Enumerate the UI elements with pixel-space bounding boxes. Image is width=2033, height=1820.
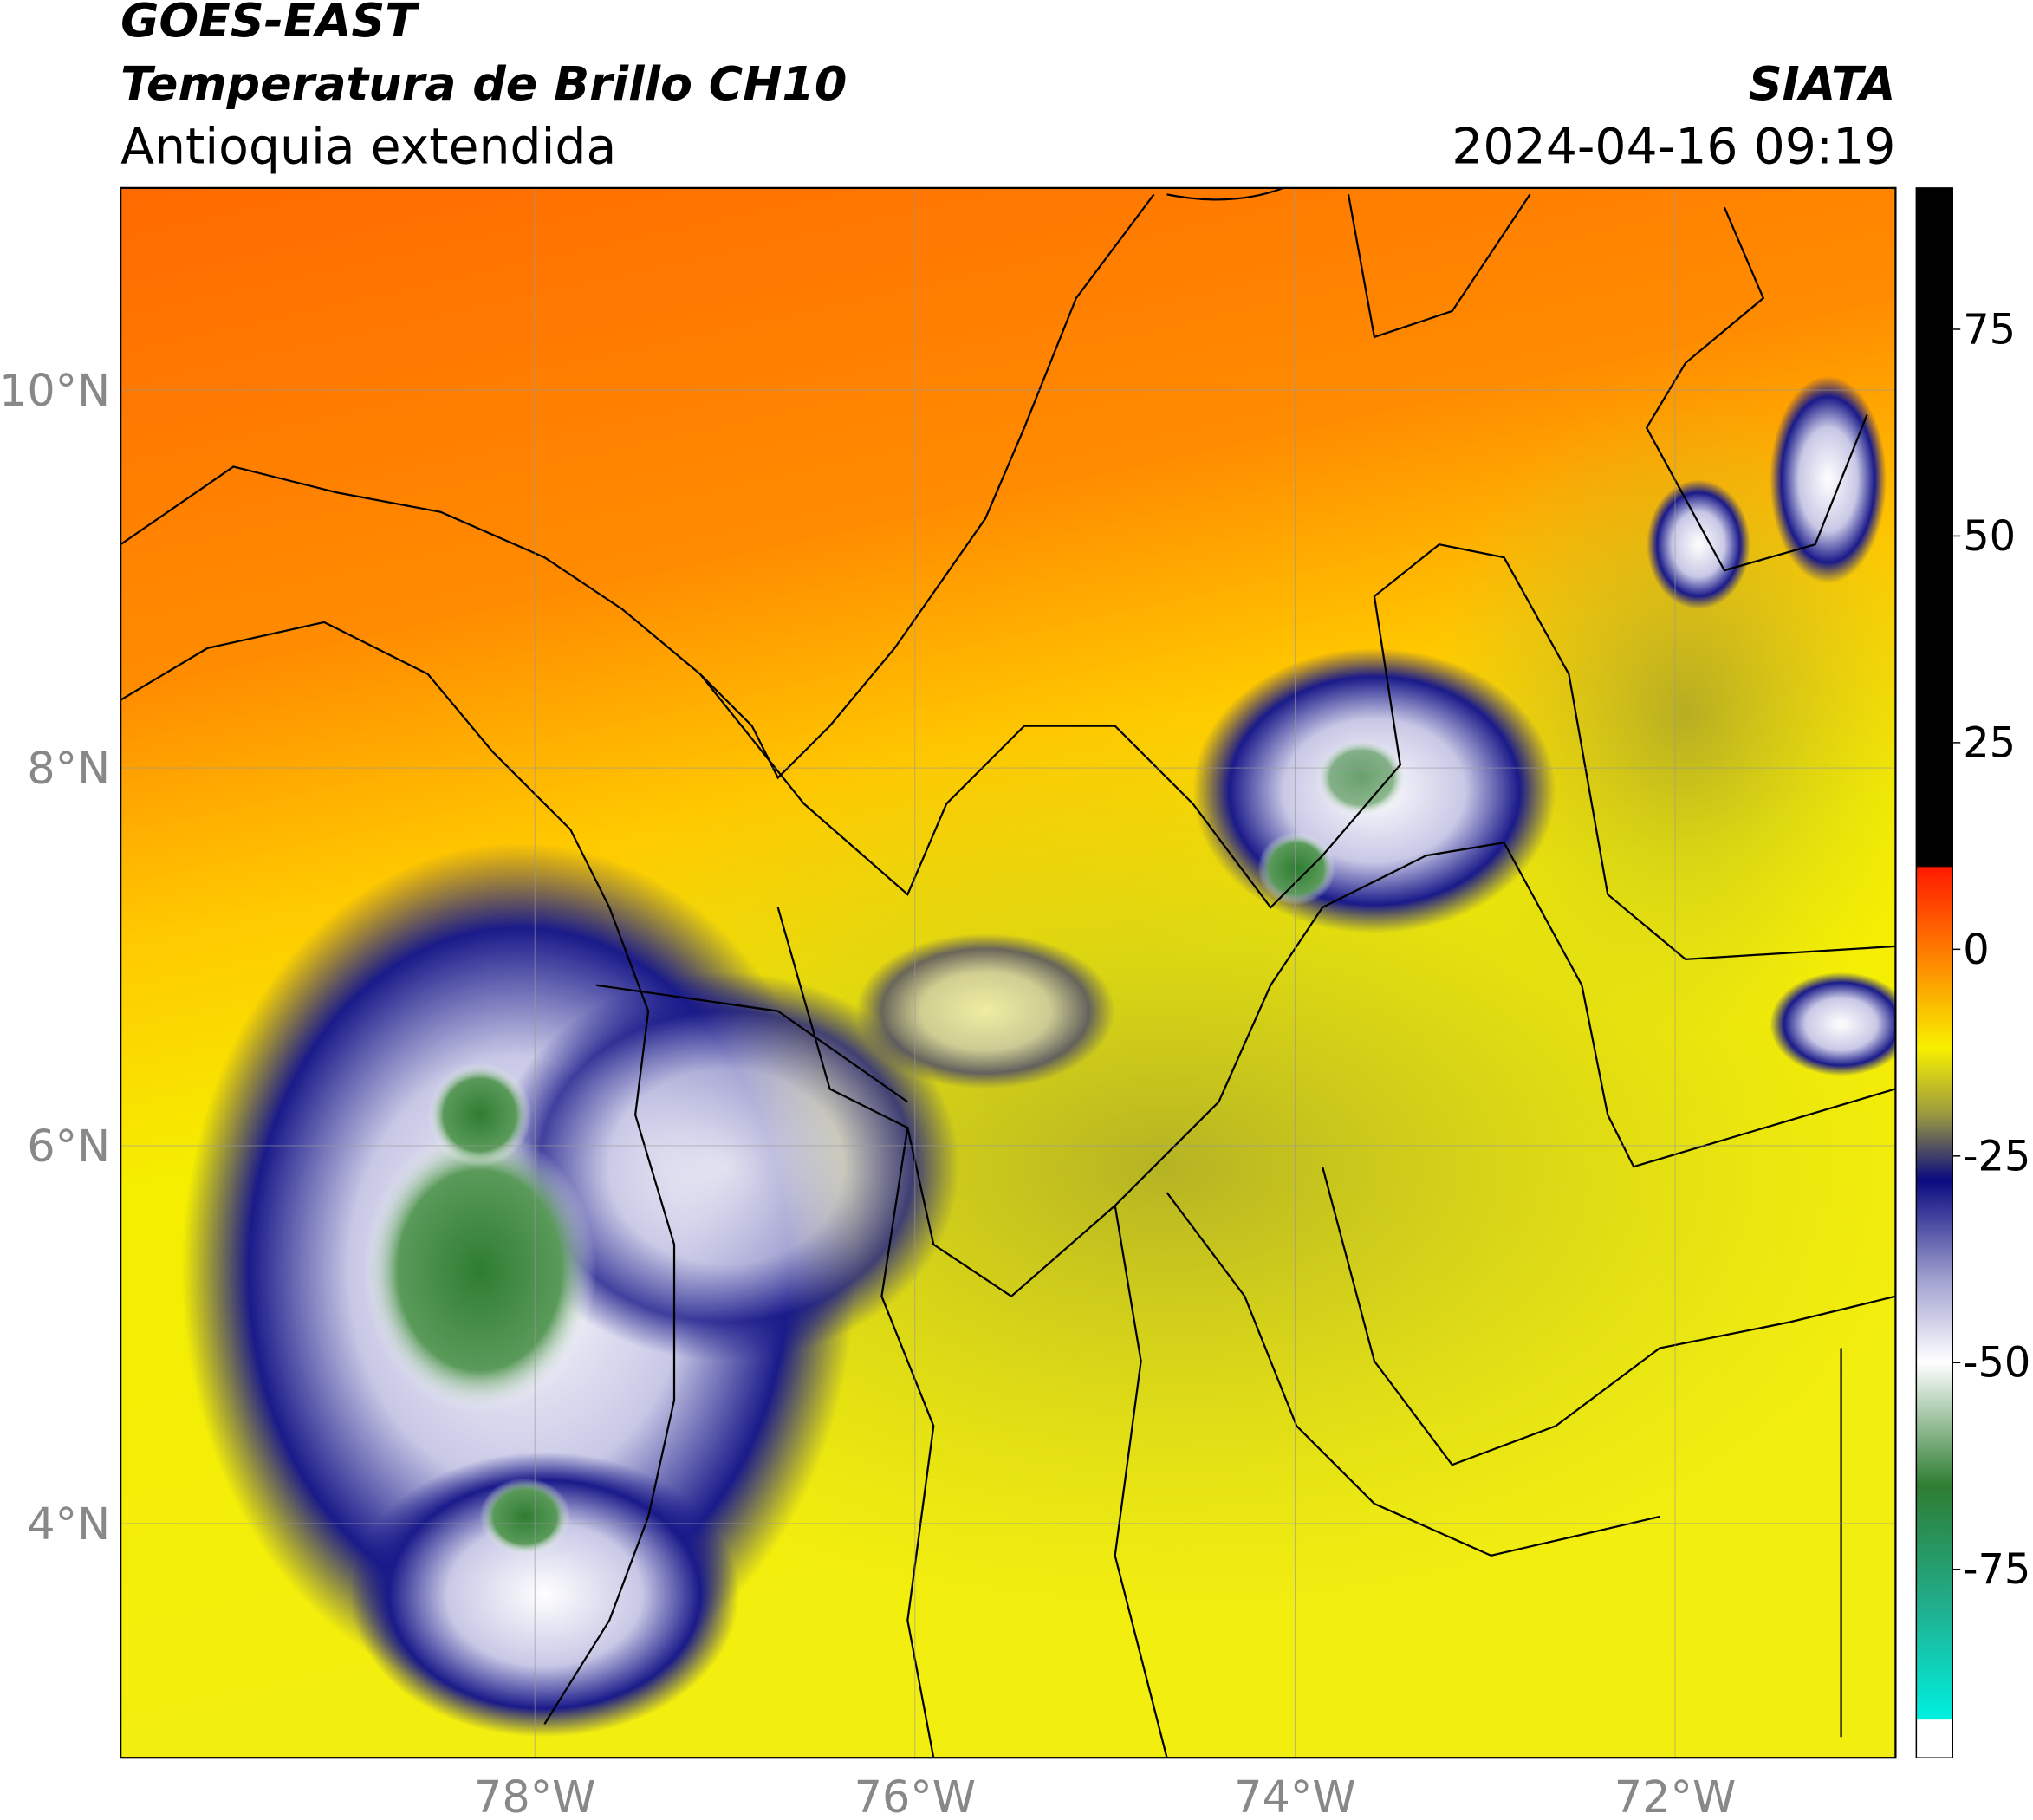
y-tick-label: 8°N: [27, 743, 110, 794]
x-tick-label: 72°W: [1614, 1771, 1736, 1820]
datetime: 2024-04-16 09:19: [1452, 118, 1895, 175]
colorbar-tick-label: 0: [1963, 926, 1989, 974]
region: Antioquia extendida: [120, 118, 616, 175]
x-tick-label: 78°W: [474, 1771, 595, 1820]
y-tick-label: 4°N: [27, 1498, 110, 1550]
x-tick-label: 74°W: [1234, 1771, 1355, 1820]
colorbar-tick-label: -75: [1963, 1546, 2030, 1594]
title: GOES-EAST: [120, 0, 420, 48]
subtitle: Temperatura de Brillo CH10: [120, 56, 847, 111]
y-tick-label: 6°N: [27, 1121, 110, 1172]
colorbar-tick-label: 50: [1963, 513, 2016, 561]
map-frame: [120, 186, 1897, 1759]
colorbar-tick-label: 25: [1963, 719, 2016, 767]
x-tick-label: 76°W: [854, 1771, 976, 1820]
map-image: [120, 187, 1896, 1758]
colorbar-tick-label: -50: [1963, 1340, 2030, 1388]
colorbar: [1915, 187, 1953, 1758]
y-tick-label: 10°N: [0, 365, 110, 416]
colorbar-tick-label: -25: [1963, 1133, 2030, 1180]
colorbar-tick-label: 75: [1963, 306, 2016, 354]
source: SIATA: [1749, 56, 1896, 111]
